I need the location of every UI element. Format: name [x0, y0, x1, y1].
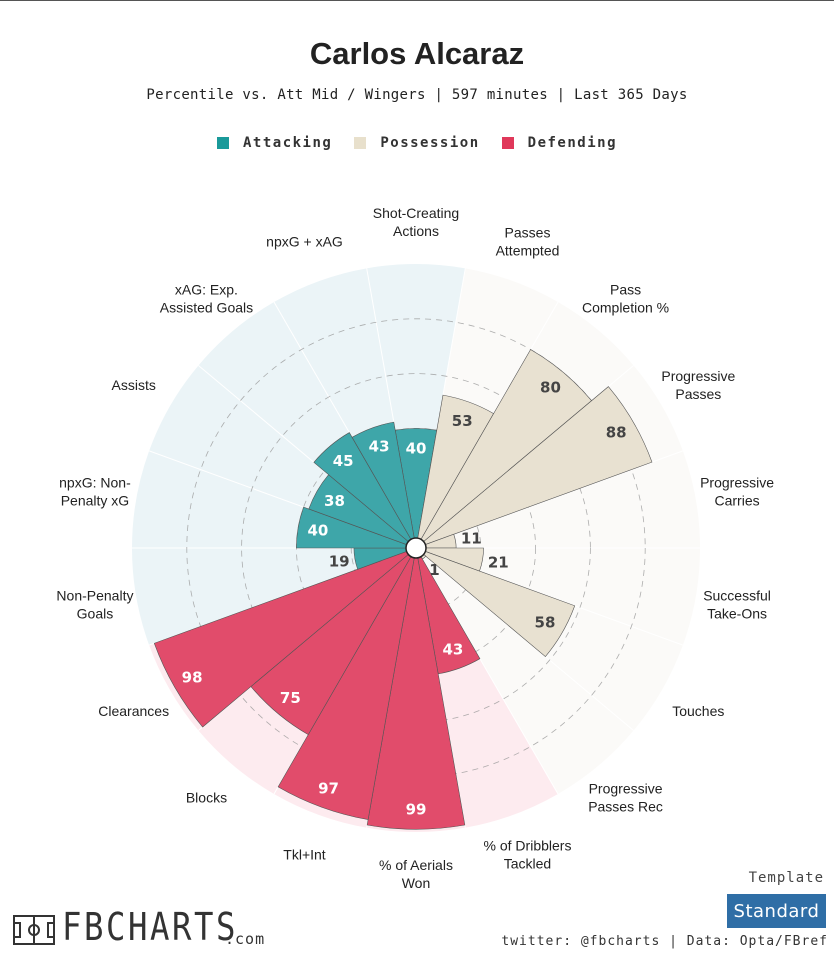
- logo-domain-text: .com: [225, 930, 266, 948]
- template-standard-button[interactable]: Standard: [727, 894, 826, 928]
- template-label: Template: [748, 870, 824, 886]
- category-label-clearances: Clearances: [98, 703, 169, 719]
- bars: [153, 349, 653, 830]
- legend-item-possession: Possession: [354, 135, 479, 151]
- grid-ring-60: [241, 373, 591, 723]
- chart-subtitle: Percentile vs. Att Mid / Wingers | 597 m…: [146, 87, 688, 103]
- legend-item-defending: Defending: [501, 135, 617, 151]
- value-label-xag-exp-assisted-goals: 45: [333, 452, 354, 470]
- category-label-successful-take-ons: Successful Take-Ons: [703, 588, 771, 622]
- category-label-non-penalty-goals: Non-Penalty Goals: [56, 588, 133, 622]
- legend-swatch-defending: [501, 137, 514, 149]
- credits-text: twitter: @fbcharts | Data: Opta/FBref: [501, 934, 828, 949]
- background-sector-progressive-carries: [425, 450, 700, 548]
- value-label-successful-take-ons: 21: [488, 554, 509, 572]
- value-label-npxg-xag: 43: [369, 438, 390, 456]
- value-label-clearances: 98: [182, 668, 203, 686]
- fbcharts-logo: FBCHARTS .com: [12, 905, 269, 949]
- value-label-assists: 38: [324, 492, 345, 510]
- background-sector-non-penalty-goals: [132, 548, 407, 646]
- background-sector-successful-take-ons: [425, 548, 700, 646]
- category-label-pass-completion: Pass Completion %: [582, 281, 669, 315]
- top-border-line: [0, 0, 834, 1]
- value-label-pass-completion: 80: [540, 379, 561, 397]
- legend-label-defending: Defending: [527, 135, 617, 151]
- value-label-progressive-carries: 11: [461, 529, 482, 547]
- category-label-of-aerials-won: % of Aerials Won: [379, 857, 453, 891]
- value-label-npxg-non-penalty-xg: 40: [307, 522, 328, 540]
- grid-ring-80: [186, 318, 646, 778]
- category-label-blocks: Blocks: [186, 790, 227, 806]
- legend-item-attacking: Attacking: [216, 135, 333, 151]
- category-label-progressive-carries: Progressive Carries: [700, 474, 774, 508]
- center-hole: [405, 537, 427, 559]
- value-label-of-aerials-won: 99: [406, 800, 427, 818]
- value-label-non-penalty-goals: 19: [329, 553, 350, 571]
- category-label-passes-attempted: Passes Attempted: [496, 225, 560, 259]
- category-label-tkl-int: Tkl+Int: [283, 846, 326, 862]
- value-label-passes-attempted: 53: [452, 412, 473, 430]
- value-label-blocks: 75: [280, 689, 301, 707]
- logo-brand-text: FBCHARTS: [62, 905, 238, 949]
- legend-label-attacking: Attacking: [242, 135, 333, 151]
- legend: Attacking Possession Defending: [0, 135, 834, 151]
- value-label-progressive-passes: 88: [606, 423, 627, 441]
- category-label-assists: Assists: [112, 377, 156, 393]
- legend-swatch-possession: [354, 137, 367, 149]
- value-label-touches: 58: [535, 613, 556, 631]
- category-label-npxg-xag: npxG + xAG: [266, 234, 343, 250]
- background-sector-progressive-passes-rec: [421, 554, 634, 794]
- category-label-shot-creating-actions: Shot-Creating Actions: [373, 205, 459, 239]
- value-label-progressive-passes-rec: 1: [429, 561, 439, 579]
- value-label-of-dribblers-tackled: 43: [442, 640, 463, 658]
- value-label-tkl-int: 97: [318, 779, 339, 797]
- pitch-icon: [13, 915, 55, 945]
- category-label-touches: Touches: [672, 703, 724, 719]
- legend-swatch-attacking: [216, 137, 229, 149]
- value-label-shot-creating-actions: 40: [406, 439, 427, 457]
- chart-title: Carlos Alcaraz: [309, 36, 525, 71]
- background-sector-shot-creating-actions: [366, 264, 466, 539]
- category-label-of-dribblers-tackled: % of Dribblers Tackled: [484, 837, 572, 871]
- category-label-xag-exp-assisted-goals: xAG: Exp. Assisted Goals: [160, 281, 253, 315]
- category-labels: Shot-Creating Actions Passes Attempted Pass C…: [56, 205, 774, 891]
- category-label-progressive-passes: Progressive Passes: [661, 368, 735, 402]
- category-label-npxg-non-penalty-xg: npxG: Non-Penalty xG: [59, 474, 131, 508]
- category-label-progressive-passes-rec: Progressive Passes Rec: [588, 781, 663, 815]
- legend-label-possession: Possession: [380, 135, 480, 151]
